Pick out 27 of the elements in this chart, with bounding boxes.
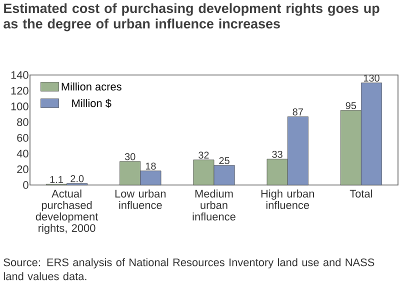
data-label: 18 — [146, 162, 156, 170]
x-tick-label: Low urban influence — [115, 190, 166, 210]
y-tick-label: 80 — [17, 118, 28, 126]
y-tick-label: 120 — [11, 86, 28, 95]
data-label: 30 — [124, 153, 136, 160]
x-tick-label: Medium urban influence — [192, 190, 236, 220]
data-label: 87 — [292, 108, 303, 116]
x-tick-label: Total — [350, 190, 372, 198]
y-tick-label: 20 — [17, 165, 28, 174]
legend-label: Million acres — [62, 82, 122, 91]
data-label: 130 — [364, 74, 380, 82]
data-label: 2.0 — [70, 175, 84, 182]
data-label: 95 — [346, 102, 356, 110]
chart-title: Estimated cost of purchasing development rights goes up as the degree of urban influence increases — [4, 3, 380, 32]
y-tick-label: 0 — [23, 181, 28, 189]
source-note: Source: ERS analysis of National Resources Inventory land use and NASS land values data. — [4, 258, 374, 280]
data-label: 25 — [219, 157, 230, 164]
data-label: 1.1 — [50, 176, 63, 183]
y-tick-label: 140 — [11, 71, 28, 79]
legend-label: Million $ — [72, 98, 112, 108]
y-tick-label: 100 — [11, 102, 28, 110]
data-label: 33 — [272, 150, 282, 158]
x-tick-label: Actual purchased development rights, 2000 — [36, 190, 98, 234]
x-tick-label: High urban influence — [261, 190, 314, 210]
data-label: 32 — [198, 152, 209, 159]
y-tick-label: 60 — [17, 134, 28, 142]
y-tick-label: 40 — [16, 150, 28, 158]
